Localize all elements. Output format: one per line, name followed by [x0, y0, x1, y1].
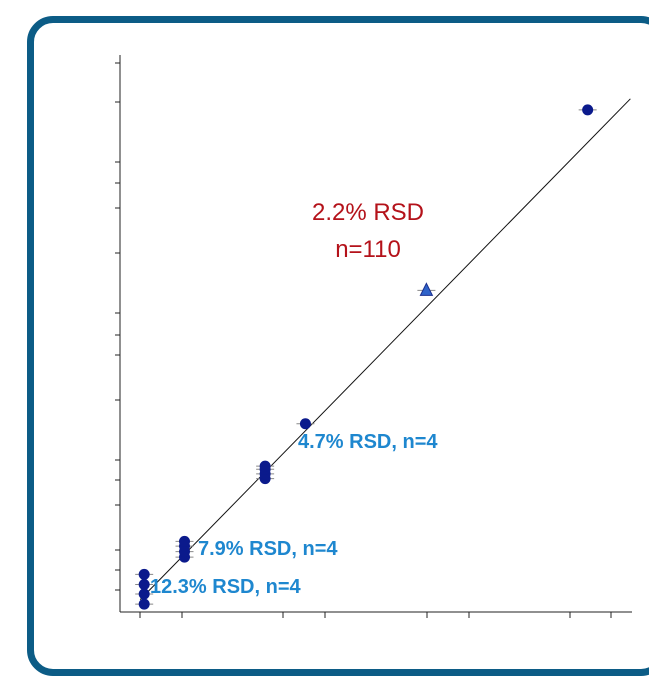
- circle-point-1: [138, 588, 150, 600]
- chart-frame: [27, 16, 649, 676]
- fit-line: [139, 98, 631, 600]
- circle-point-7: [179, 535, 191, 547]
- annotations: 2.2% RSD n=110 4.7% RSD, n=4 7.9% RSD, n…: [150, 199, 438, 598]
- circle-point-3: [138, 568, 150, 580]
- circle-point-11: [259, 460, 271, 472]
- title-fragment: [330, 0, 390, 14]
- annotation-rsd-12-3: 12.3% RSD, n=4: [150, 576, 302, 598]
- annotation-rsd-4-7: 4.7% RSD, n=4: [298, 431, 438, 453]
- axes: [119, 55, 632, 613]
- circle-point-13: [582, 104, 594, 116]
- annotation-rsd-7-9: 7.9% RSD, n=4: [198, 538, 338, 560]
- circle-point-2: [138, 579, 150, 591]
- annotation-n-110: n=110: [335, 236, 401, 263]
- scatter-chart: 2.2% RSD n=110 4.7% RSD, n=4 7.9% RSD, n…: [115, 55, 632, 618]
- triangle-point-0: [419, 282, 434, 296]
- circle-point-12: [299, 418, 311, 430]
- annotation-rsd-110: 2.2% RSD: [312, 199, 424, 226]
- circle-point-0: [138, 598, 150, 610]
- data-points: [135, 104, 597, 610]
- axis-ticks: [115, 62, 612, 618]
